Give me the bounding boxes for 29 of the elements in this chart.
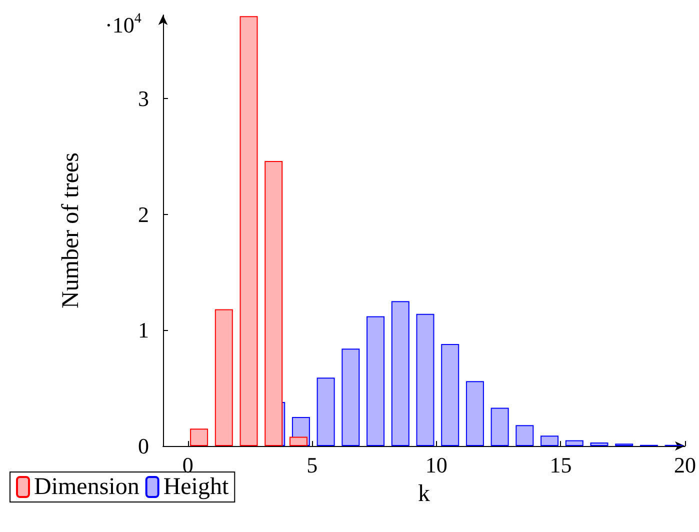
y-tick-label: 3: [138, 86, 149, 111]
bar: [565, 440, 584, 446]
bar: [540, 436, 559, 446]
x-tick-label: 15: [550, 452, 572, 478]
y-tick-label: 2: [138, 202, 149, 227]
bar: [441, 344, 460, 446]
bar: [391, 301, 410, 446]
legend-label: Height: [163, 474, 229, 500]
bar: [490, 408, 509, 446]
bar: [289, 436, 308, 446]
bar: [316, 378, 335, 446]
bar: [190, 428, 208, 446]
y-axis-title: Number of trees: [58, 152, 84, 308]
bar: [342, 348, 360, 446]
x-axis-title: k: [418, 481, 430, 507]
bar: [466, 381, 484, 446]
y-tick-label: 0: [138, 434, 149, 458]
bar: [590, 442, 608, 446]
legend-label: Dimension: [34, 474, 140, 500]
x-tick-label: 20: [674, 452, 696, 478]
bar: [240, 16, 258, 446]
y-tick-label: 1: [138, 318, 149, 343]
bar: [214, 309, 233, 446]
bar: [264, 160, 283, 446]
bar: [516, 425, 534, 446]
bar: [416, 314, 434, 446]
bar: [366, 316, 385, 446]
x-tick-label: 5: [306, 452, 318, 478]
x-tick-label: 10: [425, 452, 448, 478]
